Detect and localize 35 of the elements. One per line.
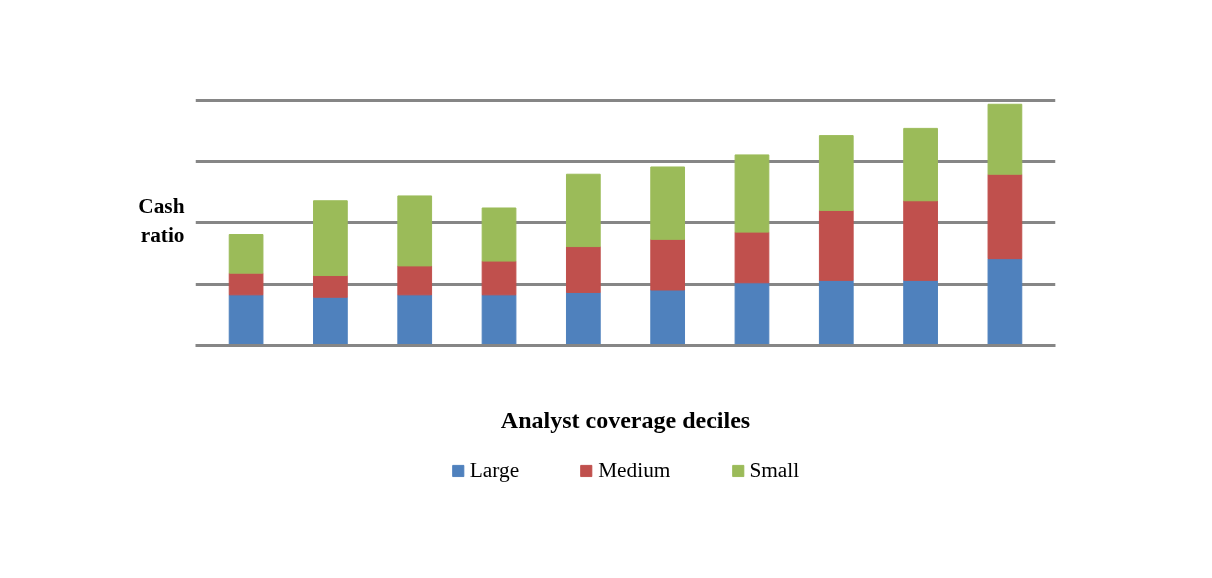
bar bbox=[734, 282, 770, 346]
bar bbox=[313, 275, 348, 298]
bar bbox=[818, 135, 854, 211]
legend-label: Medium bbox=[598, 457, 671, 483]
bar bbox=[397, 294, 433, 346]
bar bbox=[734, 154, 770, 233]
bar bbox=[481, 260, 517, 296]
x-axis-title: Analyst coverage deciles bbox=[500, 406, 751, 433]
bar bbox=[734, 231, 770, 284]
bar bbox=[481, 294, 517, 346]
bar bbox=[565, 246, 601, 293]
bar bbox=[313, 200, 348, 277]
bar bbox=[397, 265, 433, 296]
bar bbox=[565, 291, 601, 346]
bar bbox=[987, 103, 1023, 175]
y-axis-title: Cash ratio bbox=[138, 194, 185, 247]
bar bbox=[903, 279, 938, 346]
bar bbox=[228, 294, 264, 346]
bar bbox=[650, 166, 686, 240]
bar bbox=[650, 238, 686, 291]
bar bbox=[481, 207, 517, 262]
bar bbox=[228, 272, 264, 296]
bar bbox=[818, 279, 854, 346]
bar bbox=[313, 296, 348, 346]
legend-label: Large bbox=[469, 457, 520, 483]
bar bbox=[903, 127, 938, 202]
bar bbox=[903, 200, 938, 281]
bar bbox=[650, 289, 686, 346]
bar bbox=[987, 173, 1023, 260]
legend-label: Small bbox=[749, 457, 800, 483]
bar bbox=[397, 195, 433, 267]
bar bbox=[228, 234, 264, 274]
bar bbox=[987, 258, 1023, 346]
bar bbox=[818, 209, 854, 281]
bar bbox=[565, 173, 601, 248]
